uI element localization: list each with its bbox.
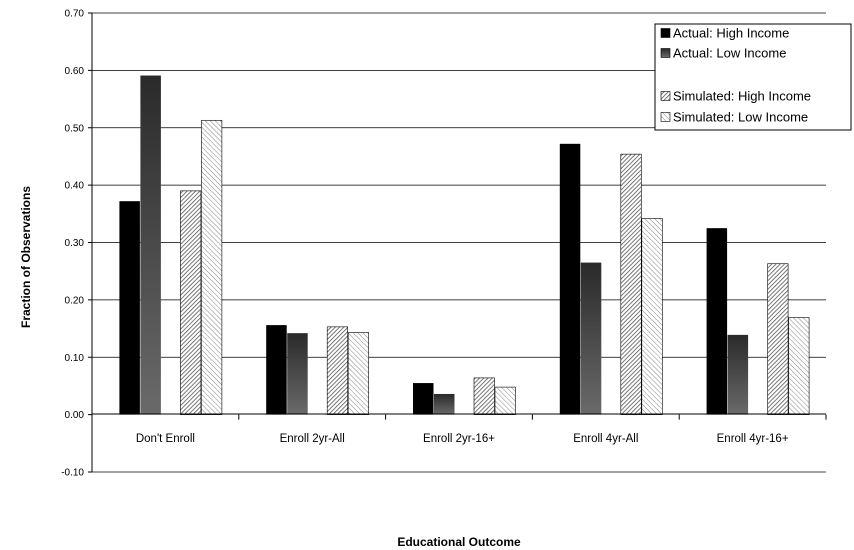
legend-label: Actual: High Income [673, 26, 789, 41]
bar-1-1 [119, 201, 140, 415]
bar-1-4 [559, 143, 581, 415]
bar-3-5 [767, 263, 789, 415]
legend-label: Actual: Low Income [673, 46, 786, 61]
y-tick-label: 0.20 [65, 295, 85, 306]
bar-1-5 [706, 228, 728, 415]
y-tick-label: 0.60 [65, 66, 85, 77]
category-label: Enroll 4yr-16+ [717, 433, 789, 445]
y-tick-label: 0.70 [65, 9, 85, 20]
category-label: Enroll 2yr-16+ [423, 433, 495, 445]
bar-3-2 [326, 326, 349, 415]
bar-4-3 [494, 386, 516, 415]
y-tick-label: 0.40 [65, 181, 85, 192]
bars [119, 75, 810, 415]
category-label: Enroll 2yr-All [280, 433, 345, 445]
legend-label: Simulated: Low Income [673, 110, 808, 125]
x-axis-title: Educational Outcome [397, 535, 521, 549]
bar-2-1 [140, 75, 161, 415]
category-label: Don't Enroll [136, 433, 195, 445]
x-axis-ticks [91, 414, 827, 420]
bar-2-4 [580, 262, 602, 415]
legend: Actual: High Income Actual: Low Income Sim… [654, 23, 852, 131]
category-labels: Don't Enroll Enroll 2yr-All Enroll 2yr-16+… [136, 433, 789, 445]
y-tick-label: 0.10 [65, 353, 85, 364]
y-tick-label: 0.00 [65, 410, 85, 421]
bar-2-5 [727, 334, 749, 415]
bar-1-3 [413, 383, 434, 415]
y-axis-title: Fraction of Observations [19, 186, 33, 328]
bar-3-4 [620, 153, 642, 415]
bar-2-2 [287, 333, 308, 415]
y-tick-label: -0.10 [61, 468, 84, 479]
bar-4-4 [641, 218, 663, 415]
y-tick-labels: -0.10 0.00 0.10 0.20 0.30 0.40 0.50 0.60 0.70 [61, 9, 84, 479]
legend-swatch [660, 91, 671, 101]
bar-3-3 [473, 377, 495, 415]
bar-4-5 [788, 317, 810, 415]
bar-3-1 [180, 190, 202, 415]
bar-2-3 [434, 393, 455, 415]
legend-swatch [660, 28, 671, 38]
y-tick-label: 0.50 [65, 123, 85, 134]
legend-swatch [660, 48, 671, 58]
legend-swatch [660, 112, 671, 122]
bar-4-2 [347, 332, 370, 415]
legend-label: Simulated: High Income [673, 89, 811, 104]
legend-box [654, 23, 852, 131]
y-tick-label: 0.30 [65, 238, 85, 249]
category-label: Enroll 4yr-All [573, 433, 638, 445]
bar-1-2 [266, 325, 287, 415]
bar-4-1 [201, 119, 223, 415]
